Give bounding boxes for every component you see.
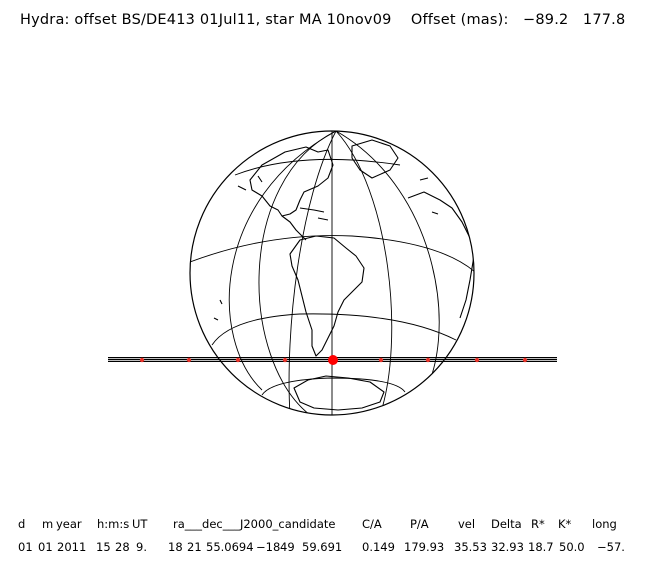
header-cell: R*: [531, 517, 545, 531]
row-cell: 15: [96, 540, 111, 554]
parallel-line: [211, 313, 457, 346]
meridian-line: [335, 131, 440, 401]
caribbean-outline: [299, 207, 329, 221]
row-cell: −57.: [597, 540, 625, 554]
header-cell: K*: [558, 517, 572, 531]
south-america-outline: [289, 235, 365, 357]
antarctica-outline: [293, 375, 385, 411]
plot-title: Hydra: offset BS/DE413 01Jul11, star MA …: [20, 12, 625, 28]
row-cell: 01: [18, 540, 33, 554]
globe-limb: [189, 130, 475, 416]
row-cell: 0.149: [362, 540, 395, 554]
central-instant-dot: [328, 355, 338, 365]
header-cell: h:m:s: [97, 517, 130, 531]
row-cell: 01: [38, 540, 53, 554]
time-tick-dot: [425, 357, 431, 363]
parallel-line: [234, 158, 401, 176]
greenland-outline: [351, 139, 399, 179]
header-cell: P/A: [410, 517, 429, 531]
time-tick-dot: [139, 357, 145, 363]
islands-outline: [213, 175, 439, 321]
offset-label: Offset (mas):: [410, 12, 509, 28]
row-cell: 35.53: [454, 540, 487, 554]
header-cell: C/A: [362, 517, 382, 531]
header-cell: Delta: [491, 517, 522, 531]
table-row: 01 01 2011 15 28 9. 18 21 55.0694 −18 49…: [0, 540, 645, 558]
meridian-line: [258, 131, 337, 415]
row-cell: 59.691: [302, 540, 343, 554]
meridian-line: [288, 131, 337, 415]
row-cell: 18.7: [528, 540, 554, 554]
time-tick-dot: [235, 357, 241, 363]
parallel-line: [261, 377, 406, 396]
central-america-outline: [281, 215, 307, 241]
row-cell: 9.: [136, 540, 147, 554]
header-cell: d: [18, 517, 26, 531]
row-cell: 50.0: [559, 540, 585, 554]
header-cell: m: [42, 517, 54, 531]
time-tick-dot: [282, 357, 288, 363]
header-cell: year: [56, 517, 82, 531]
coastlines: [213, 139, 474, 411]
row-cell: 49: [280, 540, 295, 554]
row-cell: 21: [187, 540, 202, 554]
row-cell: 18: [168, 540, 183, 554]
north-america-outline: [249, 146, 334, 217]
track-time-ticks: [139, 357, 528, 363]
row-cell: −18: [256, 540, 281, 554]
africa-europe-outline: [407, 191, 474, 319]
time-tick-dot: [378, 357, 384, 363]
header-cell: long: [592, 517, 617, 531]
offset-x-value: −89.2: [523, 12, 569, 28]
header-cell: ra___dec___J2000_candidate: [173, 517, 336, 531]
time-tick-dot: [474, 357, 480, 363]
header-cell: UT: [132, 517, 148, 531]
row-cell: 28: [115, 540, 130, 554]
parallel-line: [190, 235, 474, 273]
time-tick-dot: [522, 357, 528, 363]
title-text: Hydra: offset BS/DE413 01Jul11, star MA …: [20, 12, 392, 28]
header-cell: vel: [458, 517, 476, 531]
offset-y-value: 177.8: [582, 12, 626, 28]
row-cell: 55.0694: [206, 540, 254, 554]
row-cell: 2011: [57, 540, 87, 554]
row-cell: 179.93: [404, 540, 445, 554]
graticule: [190, 131, 474, 415]
table-header: d m year h:m:s UT ra___dec___J2000_candi…: [0, 517, 645, 535]
meridian-line: [335, 131, 393, 415]
row-cell: 32.93: [491, 540, 524, 554]
time-tick-dot: [186, 357, 192, 363]
